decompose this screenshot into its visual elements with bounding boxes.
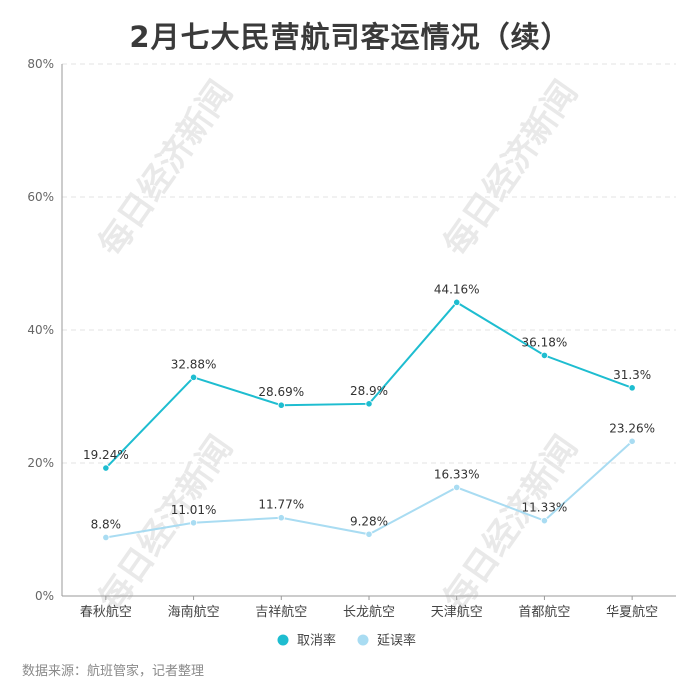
data-label: 11.01% bbox=[171, 503, 217, 517]
legend-item: 延误率 bbox=[357, 633, 416, 649]
chart-title: 2月七大民营航司客运情况（续） bbox=[129, 20, 571, 54]
watermark-text: 每日经济新闻 bbox=[436, 74, 586, 264]
legend: 取消率 延误率 bbox=[277, 633, 416, 649]
data-label: 28.69% bbox=[258, 385, 304, 399]
series-layer: 8.8%11.01% 11.77%9.28%16.33%11.33%23.26%1… bbox=[83, 282, 655, 542]
data-point bbox=[189, 373, 198, 381]
data-point bbox=[102, 533, 110, 542]
x-tick-label: 吉祥航空 bbox=[255, 604, 307, 620]
data-point bbox=[453, 483, 461, 492]
data-label: 32.88% bbox=[171, 357, 217, 371]
watermark-text: 每日经济新闻 bbox=[91, 74, 241, 264]
x-tick-label: 首都航空 bbox=[518, 604, 570, 620]
x-tick-label: 长龙航空 bbox=[343, 604, 395, 620]
source-note: 数据来源：航班管家，记者整理 bbox=[22, 664, 205, 679]
y-tick-label: 60% bbox=[27, 190, 54, 204]
legend-item: 取消率 bbox=[277, 633, 336, 649]
y-tick-label: 80% bbox=[27, 57, 54, 71]
data-label: 28.9% bbox=[350, 384, 388, 398]
y-tick-label: 20% bbox=[27, 456, 54, 470]
y-tick-labels: 0% 20% 40% 60% 80% bbox=[27, 57, 54, 603]
x-tick-label: 天津航空 bbox=[431, 604, 483, 620]
legend-label: 延误率 bbox=[377, 633, 416, 649]
x-tick-label: 华夏航空 bbox=[606, 604, 658, 620]
legend-marker bbox=[277, 634, 289, 646]
data-point bbox=[365, 400, 373, 408]
x-tick-label: 海南航空 bbox=[168, 604, 220, 620]
data-point bbox=[540, 517, 549, 525]
data-label: 44.16% bbox=[434, 282, 480, 296]
data-label: 16.33% bbox=[434, 467, 480, 481]
data-label: 9.28% bbox=[350, 514, 388, 528]
data-point bbox=[102, 464, 110, 472]
data-label: 11.33% bbox=[522, 501, 568, 515]
data-label: 8.8% bbox=[91, 517, 122, 531]
legend-marker bbox=[357, 634, 369, 646]
x-tick-labels: 春秋航空 海南航空 吉祥航空 长龙航空 天津航空 首都航空 华夏航空 bbox=[80, 596, 658, 620]
series-延误率: 8.8% 11.01% 11.77% 9.28% 16.33% 11.33% 23.26% bbox=[91, 421, 655, 542]
data-point bbox=[277, 514, 285, 522]
y-tick-label: 40% bbox=[27, 323, 54, 337]
data-point bbox=[365, 530, 373, 538]
data-label: 36.18% bbox=[522, 335, 568, 349]
data-label: 31.3% bbox=[613, 368, 651, 382]
data-label: 19.24% bbox=[83, 448, 129, 462]
data-point bbox=[189, 519, 198, 527]
data-point bbox=[453, 298, 461, 306]
watermark-text: 每日经济新闻 bbox=[436, 429, 586, 619]
y-tick-label: 0% bbox=[35, 589, 54, 603]
data-point bbox=[628, 384, 636, 392]
series-取消率: 19.24% 32.88% 28.69% 28.9% 44.16% 36.18% 31.3% bbox=[83, 282, 651, 472]
data-label: 23.26% bbox=[609, 421, 655, 435]
grid-lines bbox=[62, 63, 676, 464]
legend-label: 取消率 bbox=[297, 633, 336, 649]
data-point bbox=[628, 437, 636, 445]
data-point bbox=[277, 401, 285, 409]
x-tick-label: 春秋航空 bbox=[80, 604, 132, 620]
data-label: 11.77% bbox=[258, 498, 304, 512]
data-point bbox=[540, 351, 549, 360]
